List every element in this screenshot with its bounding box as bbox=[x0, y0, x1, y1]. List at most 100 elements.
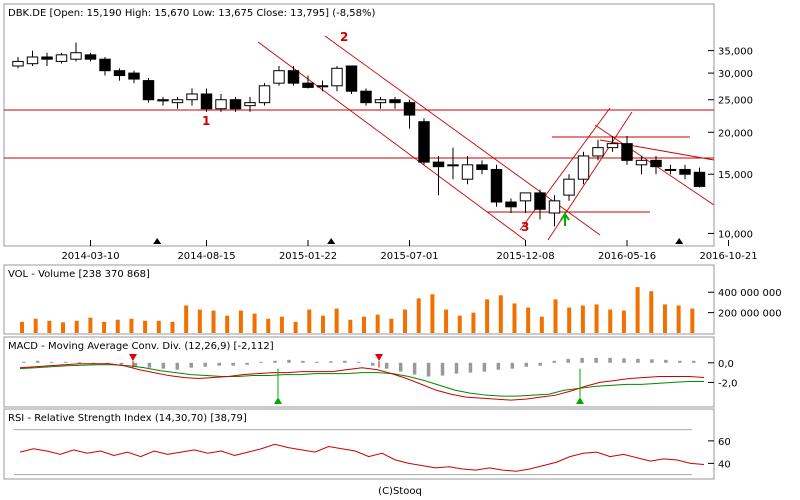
candle-body bbox=[258, 85, 271, 104]
candle-body bbox=[229, 99, 242, 110]
candle-body bbox=[99, 58, 111, 72]
volume-bar bbox=[676, 305, 681, 333]
macd-label: MACD - Moving Average Conv. Div. (12,26,… bbox=[8, 341, 274, 352]
candle-body bbox=[157, 99, 169, 102]
macd-hist-bar bbox=[245, 362, 249, 365]
volume-bar bbox=[649, 291, 654, 333]
price-ytick-label: 35,000 bbox=[718, 47, 753, 58]
macd-buy-marker bbox=[274, 397, 282, 404]
macd-hist-bar bbox=[454, 362, 459, 374]
volume-bar bbox=[225, 315, 230, 333]
price-header: DBK.DE [Open: 15,190 High: 15,670 Low: 1… bbox=[8, 8, 376, 19]
candle-body bbox=[432, 161, 445, 168]
macd-hist-bar bbox=[496, 362, 501, 370]
candle-body bbox=[215, 99, 227, 110]
rsi-line bbox=[19, 443, 705, 472]
macd-hist-bar bbox=[35, 360, 40, 363]
macd-hist-bar bbox=[580, 357, 584, 363]
candle-body bbox=[200, 93, 213, 110]
macd-hist-bar bbox=[622, 358, 626, 363]
price-xtick-label: 2015-12-08 bbox=[496, 251, 554, 262]
volume-bar bbox=[621, 310, 626, 333]
candle-body bbox=[41, 56, 53, 60]
volume-bar bbox=[457, 315, 462, 333]
macd-hist-bar bbox=[510, 362, 515, 369]
price-xtick-label: 2015-01-22 bbox=[279, 251, 337, 262]
candle-body bbox=[55, 54, 68, 62]
candle-body bbox=[345, 65, 358, 92]
candle-body bbox=[244, 102, 256, 107]
candle-body bbox=[693, 171, 706, 187]
macd-panel: MACD - Moving Average Conv. Div. (12,26,… bbox=[3, 336, 738, 408]
candle-body bbox=[664, 168, 677, 171]
volume-bar bbox=[362, 316, 366, 333]
macd-hist-bar bbox=[119, 362, 124, 365]
candle-body bbox=[186, 93, 198, 101]
annotation-label: 3 bbox=[521, 220, 529, 234]
candle-body bbox=[490, 168, 503, 203]
macd-hist-bar bbox=[566, 358, 570, 363]
macd-hist-bar bbox=[49, 361, 54, 363]
volume-bar bbox=[553, 299, 558, 333]
candle-body bbox=[360, 90, 372, 104]
macd-sell-marker bbox=[129, 354, 137, 361]
candle-body bbox=[273, 70, 285, 84]
macd-hist-bar bbox=[412, 362, 417, 375]
macd-hist-bar bbox=[664, 359, 668, 363]
candle-body bbox=[650, 159, 662, 168]
macd-sell-marker bbox=[375, 354, 383, 361]
volume-bar bbox=[403, 309, 408, 333]
macd-hist-bar bbox=[608, 357, 612, 363]
volume-bar bbox=[320, 315, 325, 333]
price-xtick-label: 2015-07-01 bbox=[380, 251, 438, 262]
volume-bar bbox=[635, 287, 640, 333]
rsi-panel: RSI - Relative Strength Index (14,30,70)… bbox=[3, 408, 731, 480]
macd-hist-bar bbox=[370, 362, 375, 366]
candle-body bbox=[447, 164, 459, 167]
volume-bar bbox=[170, 321, 175, 333]
volume-label: VOL - Volume [238 370 868] bbox=[8, 269, 150, 280]
macd-hist-bar bbox=[301, 360, 305, 363]
macd-hist-bar bbox=[678, 360, 682, 363]
price-xtick-label: 2014-08-15 bbox=[177, 251, 235, 262]
volume-bar bbox=[88, 317, 93, 333]
volume-bar bbox=[61, 322, 66, 333]
volume-ytick-label: 400 000 000 bbox=[718, 288, 782, 299]
volume-bar bbox=[20, 321, 24, 333]
volume-bar bbox=[143, 320, 148, 333]
macd-hist-bar bbox=[133, 362, 138, 367]
candle-body bbox=[70, 52, 82, 60]
macd-hist-bar bbox=[189, 362, 194, 368]
candle-body bbox=[534, 192, 546, 210]
rsi-ytick-label: 60 bbox=[718, 437, 731, 448]
price-ytick-label: 25,000 bbox=[718, 96, 753, 107]
macd-hist-bar bbox=[650, 359, 654, 363]
volume-bar bbox=[512, 303, 517, 333]
candle-body bbox=[331, 67, 343, 87]
macd-hist-bar bbox=[524, 362, 529, 367]
candle-body bbox=[418, 121, 430, 163]
candle-body bbox=[461, 164, 474, 180]
rsi-label: RSI - Relative Strength Index (14,30,70)… bbox=[8, 413, 247, 424]
volume-bar bbox=[211, 310, 216, 333]
volume-bar bbox=[33, 318, 38, 333]
axis-marker-triangle bbox=[327, 238, 336, 244]
candle-body bbox=[577, 155, 590, 180]
macd-ytick-label: -2,0 bbox=[718, 378, 738, 389]
macd-hist-bar bbox=[384, 362, 389, 369]
volume-bar bbox=[389, 318, 394, 333]
macd-hist-bar bbox=[552, 360, 556, 363]
candle-body bbox=[621, 143, 633, 161]
macd-hist-bar bbox=[175, 362, 180, 370]
volume-bar bbox=[539, 316, 544, 333]
trend-line bbox=[257, 41, 526, 241]
volume-bar bbox=[293, 321, 298, 333]
macd-hist-bar bbox=[63, 361, 68, 363]
rsi-ytick-label: 40 bbox=[718, 459, 731, 470]
macd-hist-bar bbox=[482, 362, 487, 372]
candle-body bbox=[505, 201, 517, 208]
candle-body bbox=[403, 102, 416, 116]
candle-body bbox=[302, 82, 314, 88]
macd-hist-bar bbox=[398, 362, 403, 372]
